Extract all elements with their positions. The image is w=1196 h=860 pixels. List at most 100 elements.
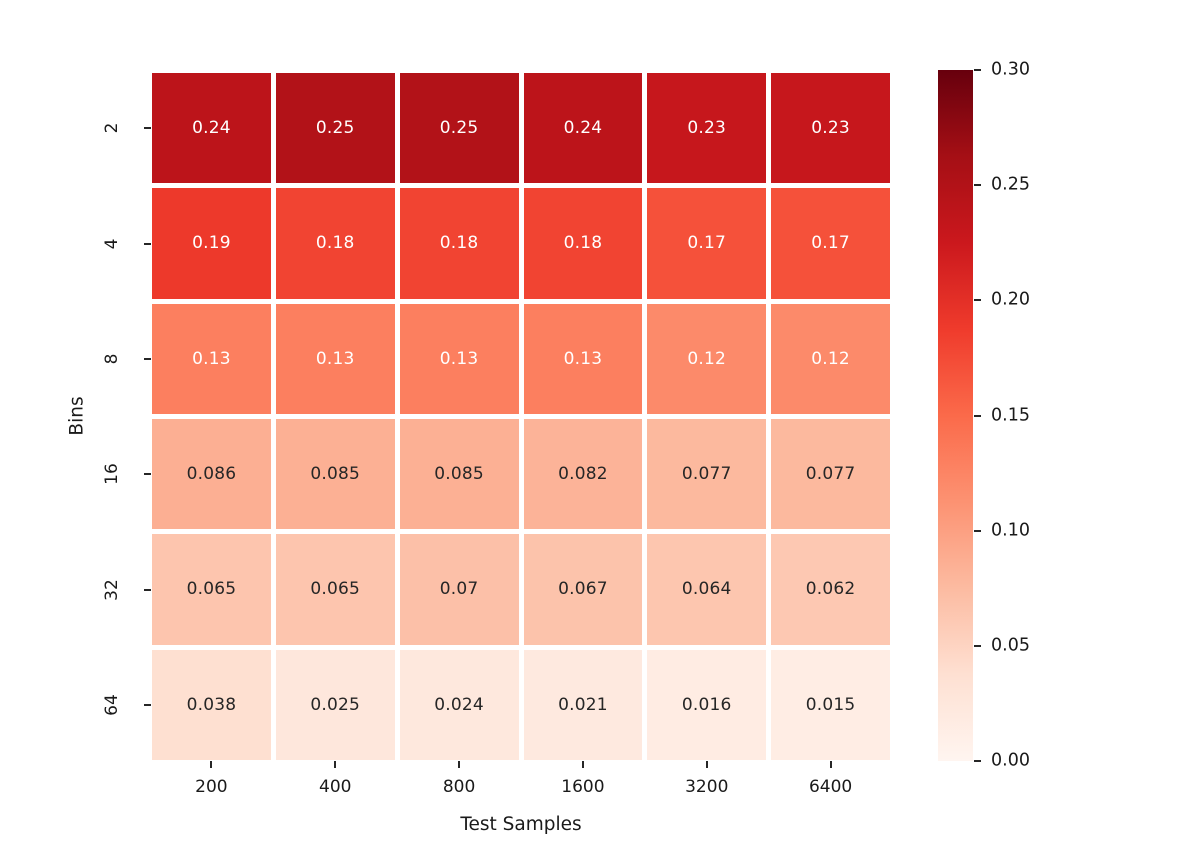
heatmap-cell: 0.18 [275, 188, 395, 299]
heatmap-cell-value: 0.015 [805, 694, 856, 715]
heatmap-cell-value: 0.025 [310, 694, 361, 715]
x-tick-label: 6400 [808, 777, 853, 797]
heatmap-cell: 0.085 [399, 419, 519, 530]
heatmap-cell: 0.016 [647, 649, 767, 760]
heatmap-cell-value: 0.13 [192, 348, 231, 369]
x-tick-label: 200 [195, 777, 228, 797]
x-tick-mark [210, 761, 213, 768]
heatmap-cell-value: 0.17 [811, 233, 850, 254]
y-tick-mark [144, 588, 151, 591]
colorbar-tick-label: 0.15 [991, 405, 1030, 426]
heatmap-cell-value: 0.25 [315, 118, 355, 139]
x-tick-label: 3200 [685, 777, 729, 797]
heatmap-cell-value: 0.085 [310, 464, 361, 485]
heatmap-cell-value: 0.17 [687, 233, 727, 254]
heatmap-cell: 0.13 [399, 303, 519, 414]
y-tick-label: 8 [102, 353, 122, 365]
x-tick-mark [581, 761, 584, 768]
heatmap-cell: 0.024 [399, 649, 519, 760]
heatmap-cell-value: 0.19 [192, 233, 231, 254]
x-tick-label: 800 [442, 777, 476, 797]
heatmap-cell-value: 0.24 [192, 118, 231, 139]
heatmap-cell: 0.038 [152, 649, 271, 760]
heatmap-cell-value: 0.085 [434, 464, 484, 485]
colorbar-tick-mark [974, 644, 981, 647]
heatmap-cell-value: 0.024 [434, 694, 484, 715]
heatmap-cell: 0.12 [647, 303, 767, 414]
colorbar-tick-mark [974, 184, 981, 187]
x-tick-mark [705, 761, 708, 768]
y-tick-mark [144, 242, 151, 245]
heatmap-cell: 0.18 [523, 188, 643, 299]
heatmap-cell-value: 0.23 [687, 118, 727, 139]
heatmap-cell-value: 0.07 [439, 579, 479, 600]
heatmap-cell-value: 0.18 [439, 233, 479, 254]
heatmap-cell: 0.021 [523, 649, 643, 760]
x-tick-mark [334, 761, 337, 768]
y-tick-label: 32 [102, 578, 122, 601]
heatmap-cell: 0.025 [275, 649, 395, 760]
colorbar-tick-mark [974, 760, 981, 762]
y-tick-label: 4 [102, 238, 122, 249]
y-axis-label: Bins [66, 396, 88, 436]
x-tick-label: 1600 [561, 777, 605, 797]
heatmap-cell-value: 0.038 [186, 694, 237, 715]
heatmap-cell: 0.19 [152, 188, 271, 299]
heatmap-cell-value: 0.23 [811, 118, 850, 139]
y-tick-label: 16 [102, 463, 122, 485]
colorbar-tick-label: 0.10 [991, 520, 1030, 541]
heatmap-cell: 0.12 [771, 303, 890, 414]
heatmap-cell: 0.24 [523, 73, 643, 184]
heatmap-cell-value: 0.13 [563, 348, 603, 369]
x-tick-label: 400 [319, 777, 352, 797]
heatmap-cell: 0.17 [771, 188, 890, 299]
heatmap-cell: 0.18 [399, 188, 519, 299]
heatmap-cell: 0.25 [275, 73, 395, 184]
colorbar-tick-mark [974, 529, 981, 532]
heatmap-cell-value: 0.13 [315, 348, 355, 369]
y-tick-label: 64 [102, 694, 122, 716]
heatmap-cell-value: 0.067 [558, 579, 608, 600]
y-tick-mark [144, 703, 151, 706]
y-tick-label: 2 [102, 122, 122, 134]
heatmap-cell-value: 0.016 [681, 694, 732, 715]
y-tick-mark [144, 127, 151, 130]
y-tick-mark [144, 473, 151, 476]
colorbar-tick-label: 0.05 [991, 635, 1030, 656]
heatmap-cell-value: 0.12 [687, 348, 727, 369]
heatmap-cell: 0.065 [152, 534, 271, 645]
x-axis-label: Test Samples [460, 814, 582, 835]
heatmap-cell-value: 0.065 [310, 579, 361, 600]
heatmap-cell: 0.13 [523, 303, 643, 414]
heatmap-cell-value: 0.12 [811, 348, 850, 369]
colorbar-tick-label: 0.00 [991, 750, 1030, 771]
heatmap-cell: 0.065 [275, 534, 395, 645]
heatmap-cell-value: 0.086 [186, 464, 237, 485]
heatmap-cell-value: 0.13 [439, 348, 479, 369]
heatmap-cell-value: 0.082 [558, 464, 608, 485]
heatmap-cell-value: 0.18 [563, 233, 603, 254]
heatmap-cell: 0.085 [275, 419, 395, 530]
colorbar-tick-mark [974, 414, 981, 417]
heatmap-cell-value: 0.065 [186, 579, 237, 600]
heatmap-cell-value: 0.062 [805, 579, 856, 600]
colorbar-tick-label: 0.20 [991, 289, 1030, 310]
colorbar [938, 70, 973, 761]
heatmap-cell-value: 0.24 [563, 118, 603, 139]
colorbar-tick-mark [974, 299, 981, 302]
heatmap-cell: 0.24 [152, 73, 271, 184]
colorbar-tick-label: 0.25 [991, 174, 1030, 195]
heatmap-cell-value: 0.021 [558, 694, 608, 715]
heatmap-cell: 0.23 [771, 73, 890, 184]
heatmap-cell-value: 0.25 [439, 118, 479, 139]
heatmap-cell: 0.23 [647, 73, 767, 184]
heatmap-cell: 0.067 [523, 534, 643, 645]
heatmap-cell: 0.077 [647, 419, 767, 530]
heatmap-cell: 0.13 [152, 303, 271, 414]
heatmap-cell: 0.077 [771, 419, 890, 530]
heatmap-cell: 0.17 [647, 188, 767, 299]
heatmap-cell-value: 0.077 [805, 464, 856, 485]
heatmap-cell-value: 0.18 [315, 233, 355, 254]
heatmap-grid: 0.24 0.25 0.25 0.24 0.23 0.23 0.19 0.18 0.18 0.18… [152, 73, 890, 760]
